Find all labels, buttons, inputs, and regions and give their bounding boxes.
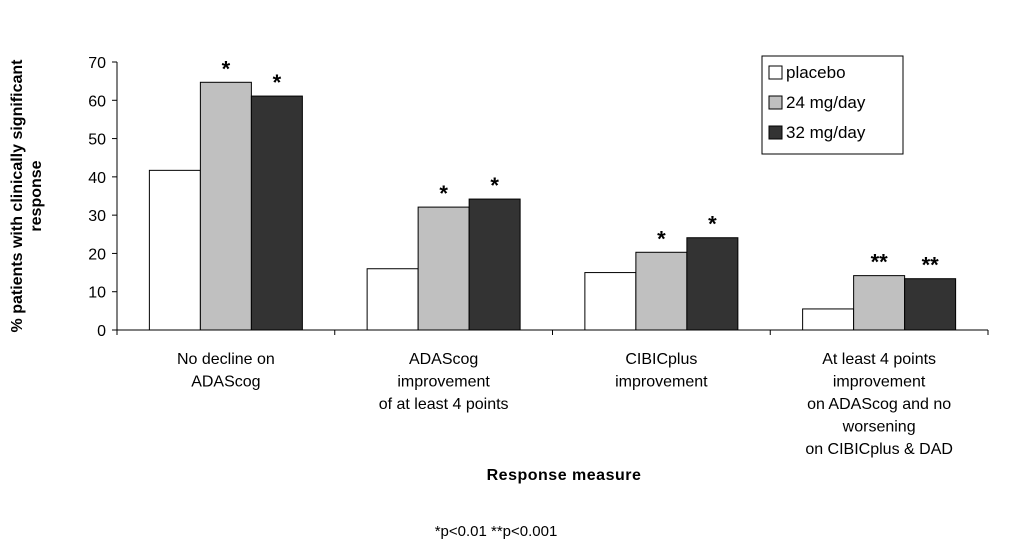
y-tick-label: 60 [88, 93, 106, 110]
category-label: No decline on ADAScog [177, 351, 275, 391]
significance-marker: * [273, 70, 282, 95]
significance-marker: ** [922, 253, 940, 278]
y-tick-label: 40 [88, 170, 106, 187]
y-axis: 0 10 20 30 40 50 60 70 [88, 55, 118, 340]
bars [148, 81, 957, 331]
category-label-line: At least 4 points [822, 351, 936, 368]
y-tick-label: 70 [88, 55, 106, 72]
y-axis-title: % patients with clinically significant re… [9, 59, 45, 333]
bar [199, 81, 252, 331]
bar [635, 251, 688, 331]
y-tick-label: 30 [88, 208, 106, 225]
category-label-line: CIBICplus [625, 351, 697, 368]
significance-marker: * [490, 173, 499, 198]
bar [853, 275, 906, 331]
y-tick-label: 50 [88, 132, 106, 149]
y-axis-label-line: % patients with clinically significant [9, 59, 26, 333]
significance-footnote: *p<0.01 **p<0.001 [435, 523, 558, 540]
y-axis-label-line: response [28, 160, 45, 231]
bar [468, 198, 521, 331]
category-label: At least 4 points improvement on ADAScog a… [805, 351, 953, 458]
category-label-line: No decline on [177, 351, 275, 368]
significance-marker: ** [871, 250, 889, 275]
bar [904, 278, 957, 331]
significance-markers: *** ***** ** [222, 56, 940, 277]
category-label-line: improvement [833, 374, 926, 391]
bar [686, 237, 739, 331]
legend-swatch [768, 125, 783, 140]
legend-label: placebo [786, 63, 846, 82]
bar [366, 268, 419, 331]
category-label-line: on ADAScog and no [807, 396, 951, 413]
category-label-line: worsening [842, 419, 916, 436]
category-labels: No decline on ADAScog ADAScog improvement of… [177, 351, 953, 458]
y-axis-label: % patients with clinically significant re… [9, 59, 45, 333]
x-axis-title: Response measure [487, 467, 642, 484]
category-label: ADAScog improvement of at least 4 points [379, 351, 509, 413]
legend-swatch [768, 65, 783, 80]
category-label-line: improvement [397, 374, 490, 391]
significance-marker: * [222, 56, 231, 81]
legend-label: 32 mg/day [786, 123, 866, 142]
category-label-line: improvement [615, 374, 708, 391]
y-tick-label: 0 [97, 323, 106, 340]
significance-marker: * [708, 212, 717, 237]
significance-marker: * [439, 181, 448, 206]
category-label-line: on CIBICplus & DAD [805, 441, 953, 458]
bar [417, 206, 470, 331]
category-label: CIBICplus improvement [615, 351, 708, 391]
bar [802, 308, 855, 331]
y-tick-label: 10 [88, 285, 106, 302]
bar [148, 169, 201, 331]
bar [250, 95, 303, 331]
legend: placebo 24 mg/day 32 mg/day [761, 55, 904, 155]
category-label-line: ADAScog [191, 374, 260, 391]
significance-marker: * [657, 226, 666, 251]
bar [584, 272, 637, 331]
legend-box [761, 55, 904, 155]
y-tick-label: 20 [88, 246, 106, 263]
category-label-line: of at least 4 points [379, 396, 509, 413]
legend-swatch [768, 95, 783, 110]
legend-label: 24 mg/day [786, 93, 866, 112]
x-axis [116, 329, 989, 335]
category-label-line: ADAScog [409, 351, 478, 368]
